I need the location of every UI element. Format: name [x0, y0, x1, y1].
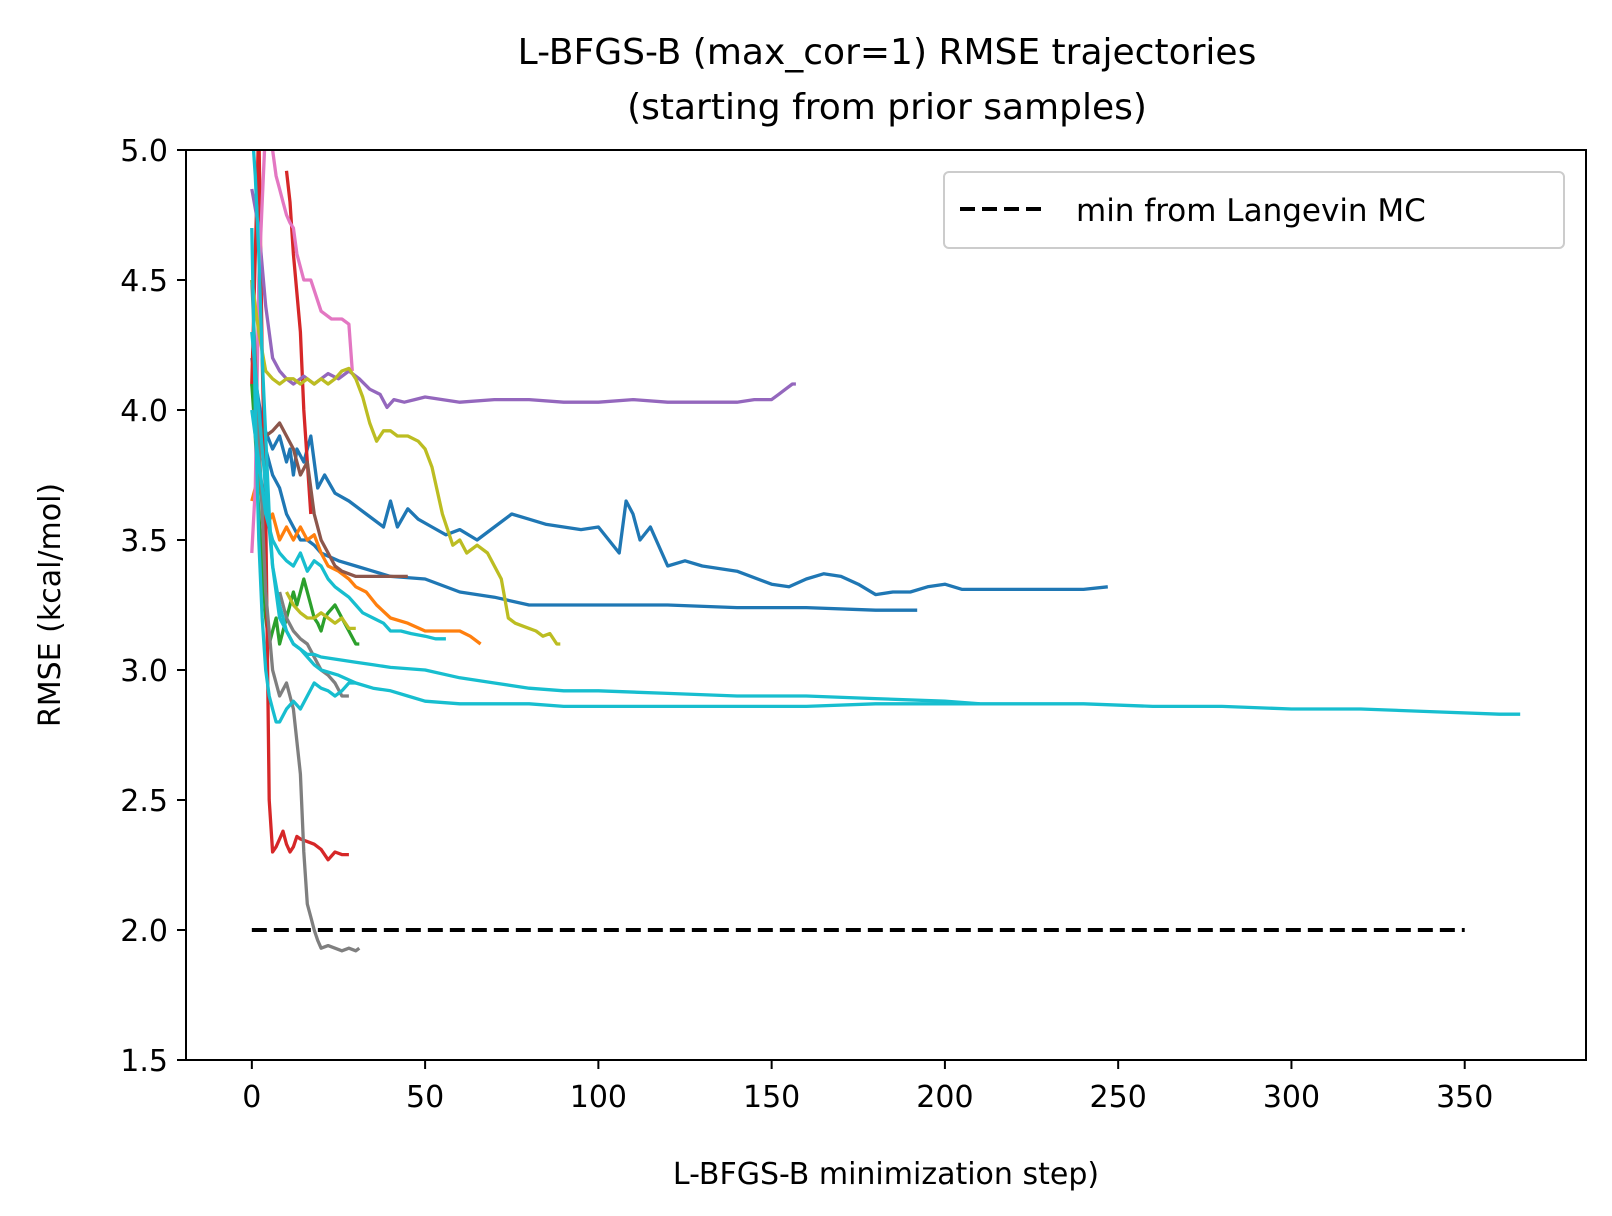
plot-frame — [185, 149, 1587, 1061]
y-tick-label: 5.0 — [120, 134, 168, 169]
y-tick-label: 1.5 — [120, 1044, 168, 1079]
series-line-2 — [250, 383, 918, 612]
x-tick-label: 350 — [1436, 1080, 1493, 1115]
series-line-12 — [250, 279, 561, 646]
x-tick-label: 100 — [570, 1080, 627, 1115]
series-layer — [250, 150, 1521, 953]
plot-area — [185, 149, 1587, 1061]
series-line-1 — [250, 357, 1108, 597]
y-tick-label: 2.0 — [120, 914, 168, 949]
legend: min from Langevin MC — [943, 171, 1565, 249]
series-line-10 — [250, 279, 361, 953]
series-line-7 — [250, 188, 796, 410]
x-tick-label: 200 — [916, 1080, 973, 1115]
y-tick-label: 2.5 — [120, 784, 168, 819]
series-line-9 — [250, 150, 354, 554]
legend-box — [943, 171, 1565, 249]
series-line-17 — [250, 227, 356, 724]
series-line-3 — [250, 473, 482, 646]
series-line-16 — [250, 409, 446, 641]
y-axis-label: RMSE (kcal/mol) — [33, 483, 68, 727]
series-line-6 — [284, 170, 313, 515]
chart-title-line-1: L-BFGS-B (max_cor=1) RMSE trajectories — [518, 32, 1257, 73]
x-axis-label: L-BFGS-B minimization step) — [673, 1157, 1099, 1192]
x-tick-label: 0 — [242, 1080, 261, 1115]
y-tick-label: 3.5 — [120, 524, 168, 559]
series-line-11 — [278, 591, 349, 698]
chart-title-line-2: (starting from prior samples) — [627, 87, 1147, 128]
x-axis: 0 50 100 150 200 250 300 350 — [242, 1060, 1493, 1115]
y-axis: 1.5 2.0 2.5 3.0 3.5 4.0 4.5 5.0 — [120, 134, 186, 1079]
series-line-13 — [285, 591, 356, 631]
x-tick-label: 250 — [1090, 1080, 1147, 1115]
y-tick-label: 3.0 — [120, 654, 168, 689]
y-tick-label: 4.5 — [120, 264, 168, 299]
y-tick-label: 4.0 — [120, 394, 168, 429]
x-tick-label: 150 — [743, 1080, 800, 1115]
series-line-8 — [250, 409, 408, 579]
x-tick-label: 50 — [406, 1080, 444, 1115]
series-line-15 — [250, 331, 980, 706]
chart-title: L-BFGS-B (max_cor=1) RMSE trajectories (… — [518, 32, 1257, 128]
x-tick-label: 300 — [1263, 1080, 1320, 1115]
legend-entry-label: min from Langevin MC — [1076, 193, 1426, 229]
